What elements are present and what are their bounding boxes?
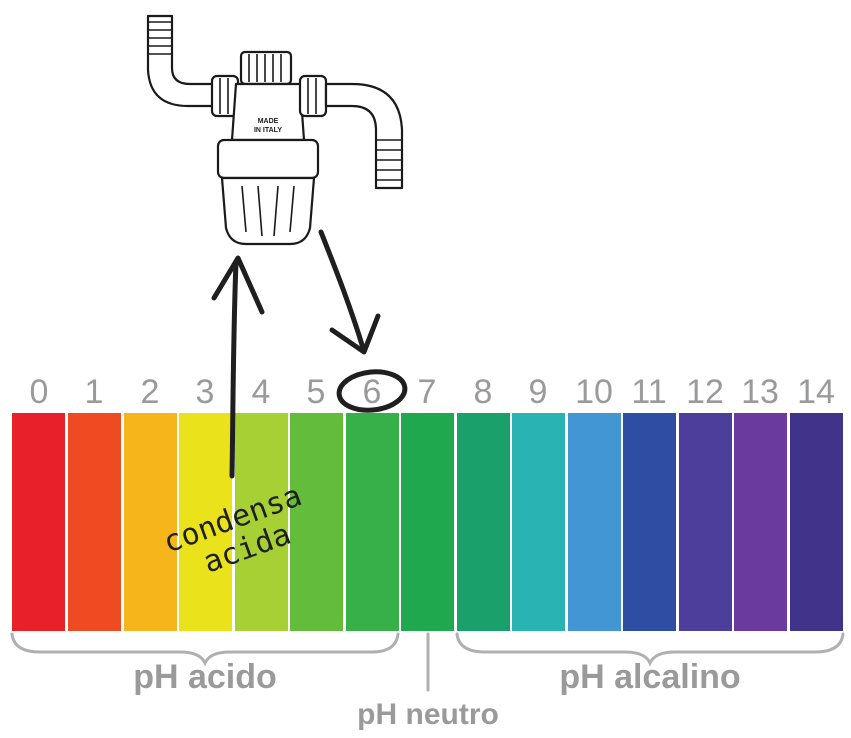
- alkaline-group-label: pH alcalino: [559, 658, 740, 696]
- ph-color-block: [179, 413, 232, 631]
- acid-group-label: pH acido: [133, 658, 277, 696]
- ph-number-label: 13: [741, 373, 779, 411]
- ph-color-block: [512, 413, 565, 631]
- ph-color-block: [124, 413, 177, 631]
- neutral-group-label: pH neutro: [357, 698, 499, 731]
- ph-color-block: [12, 413, 65, 631]
- ph-color-block: [290, 413, 343, 631]
- ph-color-block: [346, 413, 399, 631]
- ph-color-block: [790, 413, 843, 631]
- ph-number-label: 6: [363, 373, 382, 411]
- ph-number-label: 9: [529, 373, 548, 411]
- ph-color-block: [734, 413, 787, 631]
- alkaline-brace: [455, 632, 845, 667]
- ph-number-label: 1: [85, 373, 104, 411]
- ph-number-label: 0: [30, 373, 49, 411]
- ph-number-label: 14: [797, 373, 835, 411]
- ph-color-block: [623, 413, 676, 631]
- ph-number-label: 11: [631, 373, 666, 411]
- ph-number-label: 5: [307, 373, 326, 411]
- made-in-italy-stamp-line2: IN ITALY: [254, 127, 282, 134]
- ph-color-strip: [12, 413, 843, 631]
- neutralizer-device-illustration: MADE IN ITALY: [146, 14, 404, 246]
- made-in-italy-stamp: MADE: [258, 118, 279, 125]
- ph-number-label: 8: [474, 373, 493, 411]
- circle-mark: [336, 369, 408, 413]
- arrow-down-icon: [318, 229, 381, 355]
- ph-number-label: 7: [418, 373, 437, 411]
- ph-number-label: 12: [686, 373, 724, 411]
- arrow-up-icon: [211, 255, 265, 479]
- ph-color-block: [568, 413, 621, 631]
- ph-color-block: [235, 413, 288, 631]
- ph-color-block: [457, 413, 510, 631]
- ph-number-label: 4: [252, 373, 271, 411]
- ph-number-labels: 0 1 2 3 4 5 6 7 8 9 10 11 12 13 14: [30, 373, 835, 411]
- ph-number-label: 3: [196, 373, 215, 411]
- ph-color-block: [679, 413, 732, 631]
- ph-color-block: [401, 413, 454, 631]
- acid-brace: [10, 632, 400, 667]
- ph-number-label: 2: [141, 373, 160, 411]
- ph-color-block: [68, 413, 121, 631]
- ph-number-label: 10: [575, 373, 613, 411]
